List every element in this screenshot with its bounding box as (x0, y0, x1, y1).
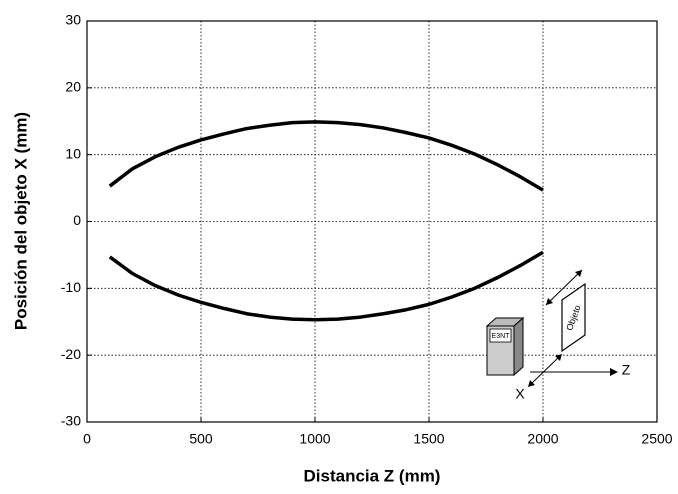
arrowhead (546, 298, 553, 305)
x-arrow (529, 355, 561, 386)
x-axis-title: Distancia Z (mm) (304, 466, 441, 485)
object-plate (561, 282, 586, 353)
x-tick-label: 1500 (413, 431, 444, 447)
y-tick-label: -10 (61, 279, 81, 295)
x-label: X (515, 386, 525, 402)
y-tick-label: -30 (61, 413, 81, 429)
sensor-label-box (489, 328, 512, 343)
x-tick-label: 500 (189, 431, 213, 447)
data-line (108, 120, 544, 192)
arrowhead (610, 368, 618, 376)
y-tick-label: 0 (73, 212, 81, 228)
y-tick-label: 30 (65, 12, 81, 28)
object-arrow (545, 269, 583, 306)
plot-frame (86, 20, 658, 423)
x-tick-label: 2500 (641, 431, 672, 447)
arrowhead (555, 354, 562, 361)
z-label: Z (622, 362, 631, 378)
inset-diagram: E3NT Objeto Z X (485, 269, 631, 402)
arrowhead (528, 380, 535, 387)
sensor-label: E3NT (492, 333, 511, 340)
data-line (108, 250, 544, 322)
x-tick-label: 1000 (299, 431, 330, 447)
x-tick-label: 0 (83, 431, 91, 447)
arrowhead (575, 270, 582, 277)
y-axis-title: Posición del objeto X (mm) (11, 112, 30, 330)
x-tick-label: 2000 (527, 431, 558, 447)
y-tick-label: 20 (65, 79, 81, 95)
y-tick-label: -20 (61, 346, 81, 362)
sensor-side (513, 316, 524, 377)
y-tick-label: 10 (65, 145, 81, 161)
